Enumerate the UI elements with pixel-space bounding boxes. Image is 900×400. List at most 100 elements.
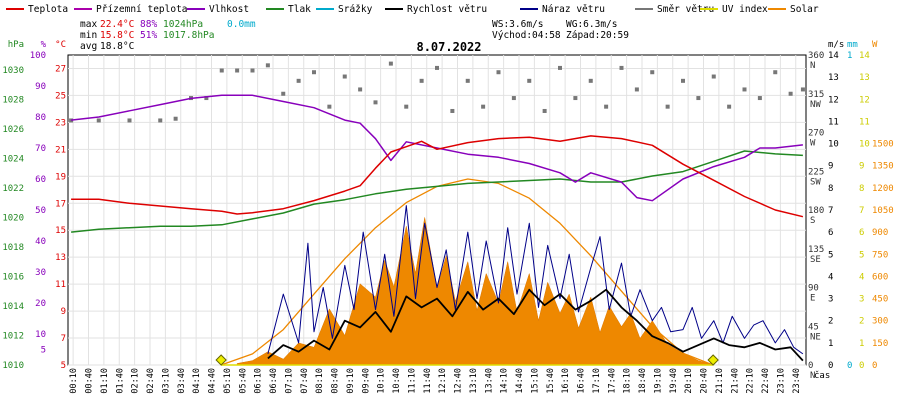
axis-w-tick: 1500 [872,140,894,150]
axis-degc-tick: 11 [55,280,66,290]
plot-area [69,61,805,366]
stat-max-press: 1024hPa [163,19,203,30]
wind-dir-point [742,87,747,92]
wind-dir-point [69,118,74,123]
axis-dir-dir-label: NW [810,100,821,110]
axis-w-tick: 1050 [872,206,894,216]
time-tick: 18:40 [638,368,648,394]
stat-avg-temp: 18.8°C [100,41,134,52]
wind-dir-point [681,78,685,83]
axis-degc: °C 5 7 9 11 13 15 17 19 21 23 25 27 [55,40,66,371]
time-tick: 20:40 [700,368,710,394]
axis-degc-tick: 15 [55,226,66,236]
time-tick: 06:40 [269,368,279,394]
time-tick: 19:10 [653,368,663,394]
axis-degc-tick: 19 [55,172,66,182]
axis-w-title: W [872,40,878,50]
axis-ms-tick: 6 [828,228,833,238]
wind-dir-point [773,70,778,75]
axis-w-tick: 450 [872,295,888,305]
axis-w-tick: 0 [872,361,877,371]
time-tick: 11:40 [423,368,433,394]
time-tick: 23:10 [776,368,786,394]
time-tick: 07:10 [284,368,294,394]
wind-gust-line [267,205,804,355]
stat-avg-label: avg [80,41,97,52]
axis-uv-tick: 0 [859,361,864,371]
axis-ms-tick: 14 [828,51,839,61]
axis-hpa-tick: 1018 [2,243,24,253]
legend-label: Vlhkost [209,4,249,15]
time-tick: 02:40 [146,368,156,394]
axis-dir-dir-label: NE [810,332,821,342]
time-tick: 04:40 [208,368,218,394]
time-tick: 01:10 [100,368,110,394]
axis-degc-tick: 7 [61,334,66,344]
time-tick: 23:40 [792,368,802,394]
time-tick: 08:10 [315,368,325,394]
sun-marker [215,354,227,366]
axis-ms-tick: 8 [828,184,833,194]
legend-label: Srážky [338,4,373,15]
axis-hpa-tick: 1028 [2,95,24,105]
time-tick: 10:40 [392,368,402,394]
time-tick: 13:40 [484,368,494,394]
time-tick: 13:10 [469,368,479,394]
axis-hpa-tick: 1022 [2,184,24,194]
time-tick: 15:10 [530,368,540,394]
time-tick: 11:10 [407,368,417,394]
stat-min-hum: 51% [140,30,157,41]
time-tick: 16:10 [561,368,571,394]
legend: Teplota Přízemní teplota Vlhkost Tlak Srážky… [6,4,819,15]
axis-degc-tick: 27 [55,64,66,74]
legend-label: Teplota [28,4,68,15]
axis-ms-tick: 1 [828,339,833,349]
axis-dir-tick: 225 [808,167,824,177]
legend-label: Rychlost větru [407,4,487,15]
axis-dir-tick: 360 [808,51,824,61]
axis-dir-dir-label: SW [810,177,821,187]
wind-dir-point [158,118,163,123]
axis-degc-tick: 17 [55,199,66,209]
wind-dir-point [650,70,655,75]
time-tick: 05:10 [223,368,233,394]
wind-dir-point [665,104,670,109]
time-tick: 08:40 [331,368,341,394]
time-tick: 20:10 [684,368,694,394]
axis-uv-tick: 14 [859,51,870,61]
wind-dir-point [511,96,516,101]
time-tick: 01:40 [115,368,125,394]
wind-dir-point [481,104,486,109]
wind-dir-point [342,74,347,79]
axis-degc-tick: 9 [61,307,66,317]
axis-degc-tick: 5 [61,361,66,371]
info-sunrise: Východ:04:58 [492,30,561,41]
legend-label: UV index [722,4,768,15]
axis-hpa-title: hPa [8,40,24,50]
wind-dir-point [696,96,701,101]
time-tick: 18:10 [623,368,633,394]
wind-dir-point [219,68,224,73]
axis-uv-tick: 2 [859,317,864,327]
wind-dir-point [419,78,424,83]
axis-ms-tick: 3 [828,295,833,305]
axis-hpa-tick: 1020 [2,213,24,223]
time-tick: 12:10 [438,368,448,394]
time-tick: 14:40 [515,368,525,394]
axis-w-tick: 150 [872,339,888,349]
axis-w-tick: 750 [872,250,888,260]
time-tick: 02:10 [131,368,141,394]
axis-hpa-tick: 1024 [2,154,24,164]
axis-w-tick: 1200 [872,184,894,194]
wind-dir-point [604,104,609,109]
time-tick: 22:10 [746,368,756,394]
wind-dir-point [265,63,270,68]
axis-dir-tick: 90 [808,284,819,294]
axis-uv-tick: 6 [859,228,864,238]
axis-uv-tick: 4 [859,272,864,282]
time-tick: 07:40 [300,368,310,394]
axis-dir-tick: 180 [808,206,824,216]
